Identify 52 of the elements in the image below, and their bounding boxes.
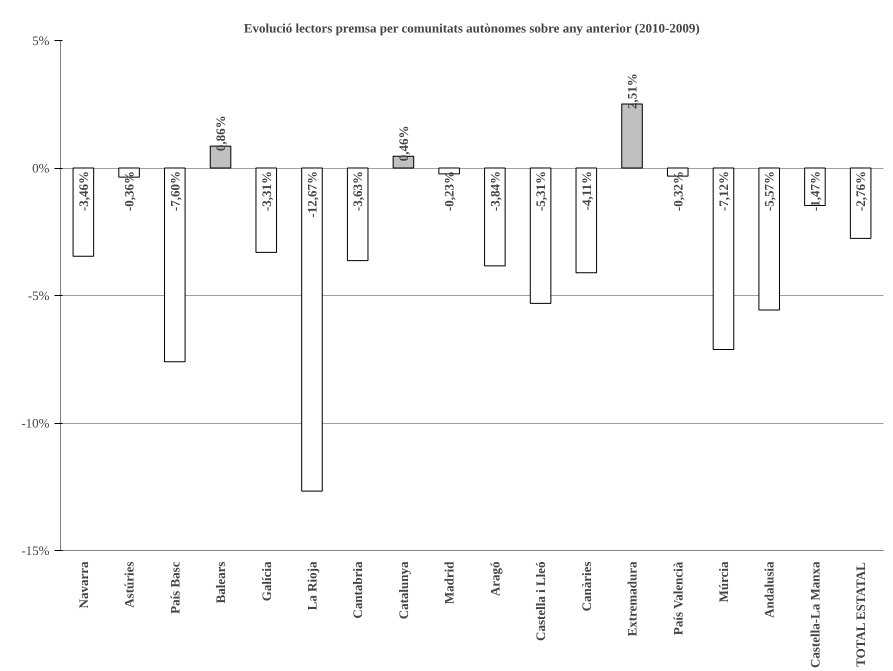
x-tick-label: País Valencià — [670, 561, 686, 636]
x-tick-label: TOTAL ESTATAL — [853, 562, 868, 667]
x-tick-label: Madrid — [442, 560, 457, 604]
data-label: -3,84% — [487, 170, 502, 212]
data-label: -3,46% — [76, 170, 91, 212]
x-tick-label: La Rioja — [304, 561, 320, 610]
y-tick-label: -5% — [28, 288, 50, 303]
data-label: -0,36% — [122, 170, 137, 212]
x-tick-label: País Basc — [167, 561, 182, 614]
data-label: -3,31% — [258, 170, 274, 212]
data-label: -1,47% — [807, 170, 822, 212]
data-label: 2,51% — [624, 73, 640, 109]
bar — [576, 168, 598, 274]
bar — [301, 168, 323, 492]
x-tick-label: Múrcia — [716, 561, 731, 602]
x-tick-label: Aragó — [487, 561, 502, 596]
x-tick-label: Andalusia — [762, 561, 777, 618]
x-tick-label: Astúries — [122, 562, 137, 608]
data-label: 0,86% — [213, 115, 228, 152]
bar — [164, 168, 186, 362]
x-tick-label: Navarra — [76, 561, 91, 608]
data-label: -5,31% — [533, 170, 548, 212]
bar — [72, 168, 94, 257]
chart-title: Evolució lectors premsa per comunitats autònomes sobre any anterior (2010-2009) — [244, 20, 700, 36]
data-label: -3,63% — [350, 170, 366, 212]
data-label: -0,23% — [442, 170, 457, 212]
data-label: -7,60% — [167, 170, 182, 212]
x-tick-label: Catalunya — [396, 561, 411, 620]
y-tick-label: 0% — [32, 160, 50, 176]
data-label: -12,67% — [304, 170, 320, 218]
y-tick-label: 5% — [32, 33, 50, 48]
x-tick-label: Canàries — [578, 561, 594, 612]
bar — [346, 168, 368, 262]
bar — [758, 168, 780, 311]
data-label: -5,57% — [762, 170, 777, 212]
x-tick-label: Castella i Lleó — [533, 561, 548, 641]
data-label: -2,76% — [853, 170, 868, 212]
x-tick-label: Castella-La Manxa — [807, 561, 822, 668]
bar — [484, 168, 506, 266]
y-tick-label: -15% — [21, 543, 50, 558]
x-tick-label: Galícia — [258, 561, 274, 602]
data-label: 0,46% — [396, 126, 411, 162]
data-label: -7,12% — [716, 170, 731, 212]
x-tick-label: Extremadura — [624, 561, 640, 636]
bar — [712, 168, 734, 350]
x-tick-label: Cantabria — [350, 561, 366, 619]
data-label: -4,11% — [578, 170, 594, 210]
bar — [255, 168, 278, 253]
x-tick-label: Balears — [213, 561, 228, 604]
data-label: -0,32% — [670, 170, 686, 212]
bar — [530, 168, 552, 304]
y-tick-label: -10% — [21, 416, 50, 430]
